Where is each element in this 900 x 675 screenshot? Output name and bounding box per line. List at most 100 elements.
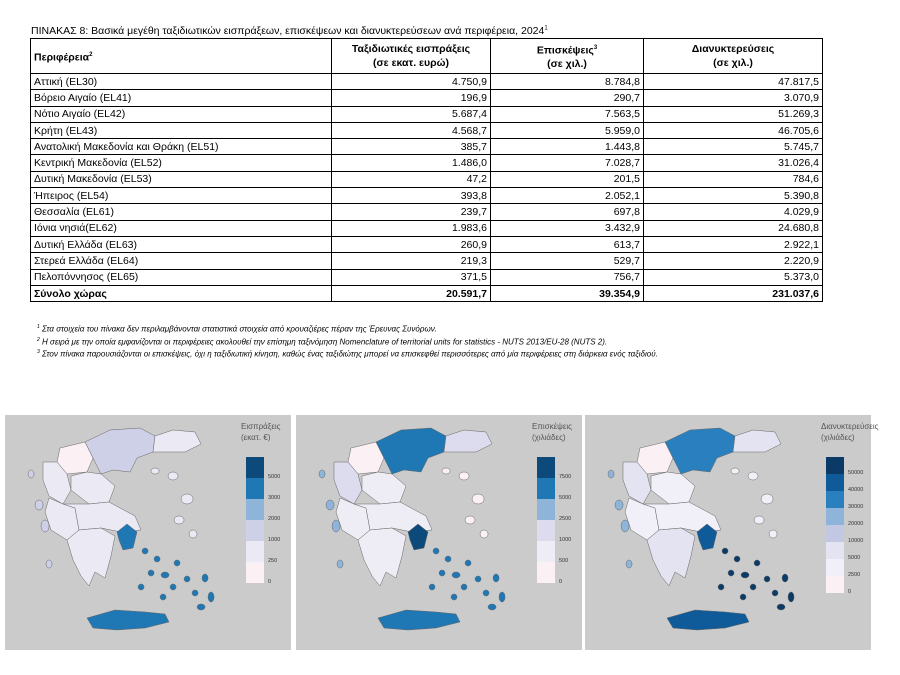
- cell-visits: 697,8: [490, 203, 644, 221]
- region-thessaly: [361, 471, 407, 505]
- legend-title: Επισκέψεις (χιλιάδες): [532, 422, 573, 442]
- legend-tick: 500: [559, 558, 569, 564]
- legend-tick: 50000: [848, 470, 864, 476]
- greece-map: [27, 427, 215, 631]
- cell-nights: 24.680,8: [643, 219, 823, 237]
- legend-tick: 250: [268, 558, 278, 564]
- legend-colorbar: [537, 457, 555, 583]
- cell-receipts: 5.687,4: [331, 105, 491, 123]
- cell-region: Πελοπόννησος (EL65): [30, 268, 332, 286]
- footnotes: 1 Στα στοιχεία του πίνακα δεν περιλαμβάν…: [37, 322, 797, 360]
- region-cmac: [664, 427, 736, 475]
- region-epirus: [42, 461, 72, 505]
- cell-nights: 2.220,9: [643, 252, 823, 270]
- legend-swatch: [826, 525, 844, 542]
- cell-visits: 7.563,5: [490, 105, 644, 123]
- cell-visits: 756,7: [490, 268, 644, 286]
- cell-nights: 51.269,3: [643, 105, 823, 123]
- table-row: Ήπειρος (EL54) 393,8 2.052,1 5.390,8: [30, 187, 823, 205]
- legend-swatch: [246, 478, 264, 499]
- choropleth-map-0: Εισπράξεις (εκατ. €) 5000 3000 2000 1000 250 0: [5, 415, 291, 650]
- cell-nights: 5.745,7: [643, 138, 823, 156]
- cell-region: Δυτική Ελλάδα (EL63): [30, 235, 332, 254]
- region-emt: [152, 429, 202, 453]
- header-visits: Επισκέψεις3 (σε χιλ.): [490, 38, 644, 74]
- legend-swatch: [537, 457, 555, 478]
- cell-receipts: 1.486,0: [331, 154, 491, 172]
- table-row: Κεντρική Μακεδονία (EL52) 1.486,0 7.028,7 3…: [30, 154, 823, 172]
- cell-nights: 46.705,6: [643, 121, 823, 140]
- choropleth-map-1: Επισκέψεις (χιλιάδες) 7500 5000 2500 1000 500 0: [296, 415, 582, 650]
- legend-tick: 2500: [559, 516, 572, 522]
- region-naegean: [441, 467, 489, 539]
- region-ionian: [318, 469, 344, 569]
- cell-visits: 8.784,8: [490, 72, 644, 91]
- region-naegean: [730, 467, 778, 539]
- legend-swatch: [246, 541, 264, 562]
- cell-receipts: 1.983,6: [331, 219, 491, 237]
- cell-visits: 613,7: [490, 235, 644, 254]
- legend-swatch: [537, 478, 555, 499]
- legend-swatch: [826, 474, 844, 491]
- header-nights: Διανυκτερεύσεις (σε χιλ.): [643, 38, 823, 74]
- legend-tick: 0: [559, 579, 563, 585]
- legend-swatch: [826, 508, 844, 525]
- greece-map: [318, 427, 506, 631]
- legend-swatch: [826, 542, 844, 559]
- cell-nights: 31.026,4: [643, 154, 823, 172]
- cell-receipts: 393,8: [331, 187, 491, 205]
- legend-swatch: [537, 562, 555, 583]
- legend-tick: 30000: [848, 504, 864, 510]
- legend-colorbar: [826, 457, 844, 593]
- table-row: Δυτική Ελλάδα (EL63) 260,9 613,7 2.922,1: [30, 235, 823, 254]
- cell-visits: 290,7: [490, 89, 644, 107]
- legend-tick: 7500: [559, 474, 572, 480]
- table-row: Βόρειο Αιγαίο (EL41) 196,9 290,7 3.070,9: [30, 89, 823, 107]
- region-pelop: [357, 527, 407, 587]
- region-ionian: [27, 469, 53, 569]
- region-cmac: [84, 427, 156, 475]
- choropleth-map-2: Διανυκτερεύσεις (χιλιάδες) 50000 40000 30000…: [585, 415, 878, 650]
- cell-receipts: 219,3: [331, 252, 491, 270]
- legend-title: Διανυκτερεύσεις (χιλιάδες): [821, 422, 879, 442]
- cell-receipts: 4.750,9: [331, 72, 491, 91]
- legend-tick: 3000: [268, 495, 281, 501]
- cell-receipts: 47,2: [331, 170, 491, 189]
- legend-tick: 10000: [848, 538, 864, 544]
- data-table: Περιφέρεια2 Ταξιδιωτικές εισπράξεις (σε ε…: [30, 38, 823, 303]
- table-row: Κρήτη (EL43) 4.568,7 5.959,0 46.705,6: [30, 121, 823, 140]
- legend-tick: 5000: [559, 495, 572, 501]
- cell-nights: 4.029,9: [643, 203, 823, 221]
- legend-swatch: [826, 559, 844, 576]
- cell-region: Ανατολική Μακεδονία και Θράκη (EL51): [30, 138, 332, 156]
- cell-region: Βόρειο Αιγαίο (EL41): [30, 89, 332, 107]
- table-row: Στερεά Ελλάδα (EL64) 219,3 529,7 2.220,9: [30, 252, 823, 270]
- region-thessaly: [650, 471, 696, 505]
- total-receipts: 20.591,7: [331, 284, 491, 303]
- cell-region: Δυτική Μακεδονία (EL53): [30, 170, 332, 189]
- total-region: Σύνολο χώρας: [30, 284, 332, 303]
- header-region: Περιφέρεια2: [30, 38, 332, 74]
- legend-swatch: [826, 457, 844, 474]
- cell-receipts: 260,9: [331, 235, 491, 254]
- total-row: Σύνολο χώρας 20.591,7 39.354,9 231.037,6: [30, 284, 823, 303]
- legend-swatch: [537, 520, 555, 541]
- table-row: Θεσσαλία (EL61) 239,7 697,8 4.029,9: [30, 203, 823, 221]
- legend-swatch: [826, 491, 844, 508]
- region-saegean: [428, 547, 506, 611]
- cell-region: Ήπειρος (EL54): [30, 187, 332, 205]
- cell-region: Ιόνια νησιά(EL62): [30, 219, 332, 237]
- cell-nights: 784,6: [643, 170, 823, 189]
- region-saegean: [717, 547, 795, 611]
- cell-nights: 5.373,0: [643, 268, 823, 286]
- region-ionian: [607, 469, 633, 569]
- cell-nights: 3.070,9: [643, 89, 823, 107]
- legend-swatch: [537, 499, 555, 520]
- region-epirus: [622, 461, 652, 505]
- greece-map: [607, 427, 795, 631]
- cell-receipts: 4.568,7: [331, 121, 491, 140]
- cell-visits: 201,5: [490, 170, 644, 189]
- total-visits: 39.354,9: [490, 284, 644, 303]
- cell-visits: 529,7: [490, 252, 644, 270]
- header-receipts: Ταξιδιωτικές εισπράξεις (σε εκατ. ευρώ): [331, 38, 491, 74]
